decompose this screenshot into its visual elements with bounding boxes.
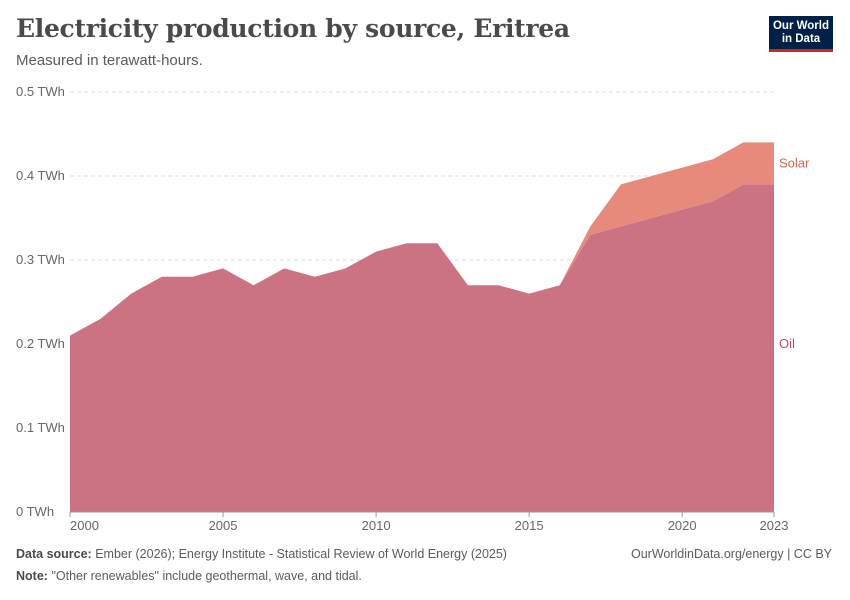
chart-note: Note: "Other renewables" include geother… (16, 569, 362, 583)
x-axis: 2000 2005 2010 2015 2020 2023 (69, 511, 789, 533)
note-label: Note: (16, 569, 48, 583)
source-link[interactable]: OurWorldinData.org/energy | CC BY (630, 547, 832, 561)
y-tick-label: 0.4 TWh (16, 168, 65, 183)
chart-subtitle: Measured in terawatt-hours. (16, 52, 203, 69)
data-source: Data source: Ember (2026); Energy Instit… (16, 547, 507, 561)
chart-title: Electricity production by source, Eritre… (16, 14, 570, 43)
y-tick-label: 0.2 TWh (16, 336, 65, 351)
owid-logo[interactable]: Our World in Data (769, 16, 833, 52)
y-axis: 0 TWh 0.1 TWh 0.2 TWh 0.3 TWh 0.4 TWh 0.5 TWh (16, 84, 65, 519)
data-source-text: Ember (2026); Energy Institute - Statist… (95, 547, 507, 561)
logo-line-1: Our World (772, 20, 829, 32)
y-tick-label: 0.1 TWh (16, 420, 65, 435)
y-tick-label: 0.3 TWh (16, 252, 65, 267)
y-tick-label: 0 TWh (16, 504, 54, 519)
x-tick-label: 2020 (668, 518, 697, 533)
note-text: "Other renewables" include geothermal, w… (51, 569, 362, 583)
x-tick-label: 2015 (515, 518, 544, 533)
x-tick-label: 2023 (760, 518, 789, 533)
solar-label: Solar (779, 155, 810, 170)
series-labels: Solar Oil (779, 155, 810, 351)
logo-line-2: in Data (781, 33, 821, 45)
data-source-label: Data source: (16, 547, 92, 561)
solar-area (70, 142, 774, 336)
x-tick-label: 2000 (70, 518, 99, 533)
area-series (70, 142, 774, 512)
x-tick-label: 2005 (209, 518, 238, 533)
x-tick-label: 2010 (362, 518, 391, 533)
oil-label: Oil (779, 336, 795, 351)
y-tick-label: 0.5 TWh (16, 84, 65, 99)
oil-area (70, 184, 774, 512)
